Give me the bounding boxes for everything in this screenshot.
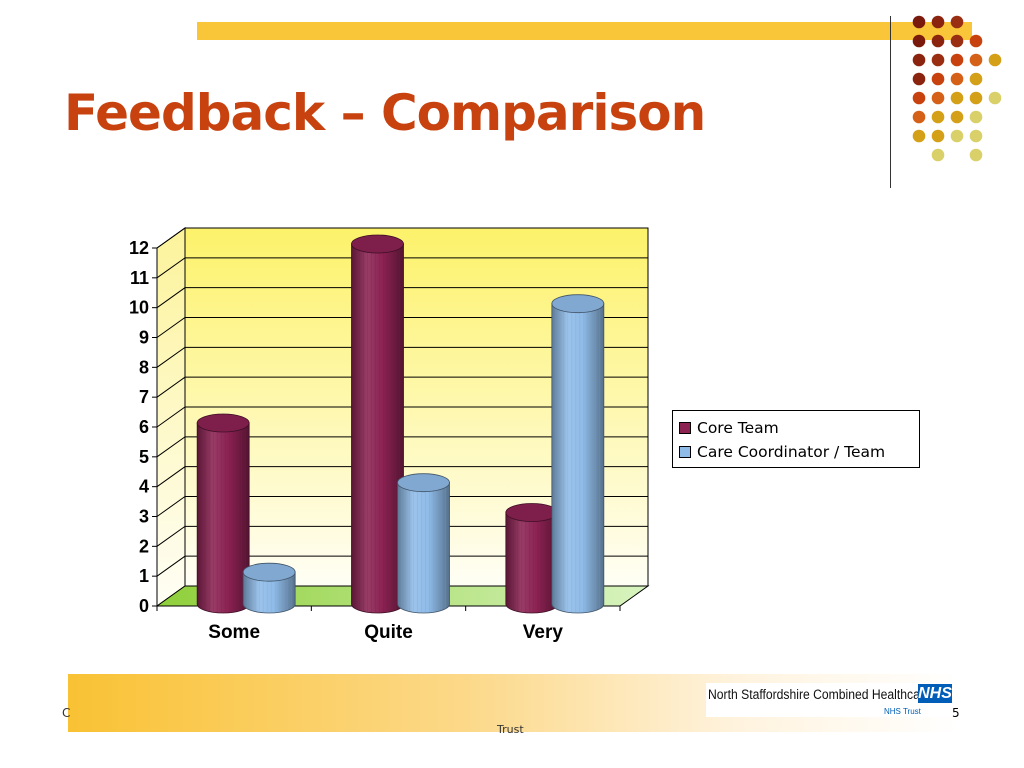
decorative-dot bbox=[969, 110, 983, 124]
decorative-dot bbox=[969, 91, 983, 105]
gridline bbox=[156, 555, 648, 577]
decorative-dot bbox=[988, 91, 1002, 105]
legend-item-core-team: Core Team bbox=[679, 416, 919, 440]
gridline bbox=[156, 466, 648, 488]
y-tick-label: 3 bbox=[139, 507, 149, 527]
logo-trust-label: NHS Trust bbox=[884, 707, 921, 716]
bar-care-coordinator-team-very bbox=[551, 294, 605, 614]
decorative-dot bbox=[931, 129, 945, 143]
y-tick-label: 10 bbox=[129, 298, 149, 318]
gridline bbox=[156, 257, 648, 279]
bar-care-coordinator-team-quite bbox=[397, 473, 450, 614]
decorative-dot-grid bbox=[912, 15, 1002, 162]
decorative-dot bbox=[912, 110, 926, 124]
decorative-dot bbox=[931, 148, 945, 162]
decorative-dot bbox=[931, 91, 945, 105]
y-tick-label: 4 bbox=[139, 477, 149, 497]
legend-swatch-core-team bbox=[679, 422, 691, 434]
decorative-dot bbox=[950, 110, 964, 124]
y-tick-label: 5 bbox=[139, 447, 149, 467]
y-tick-label: 7 bbox=[139, 387, 149, 407]
gridline bbox=[156, 525, 648, 547]
y-tick-label: 9 bbox=[139, 328, 149, 348]
y-tick-label: 11 bbox=[130, 268, 149, 288]
legend-item-care-coordinator: Care Coordinator / Team bbox=[679, 440, 919, 464]
legend-label-core-team: Core Team bbox=[697, 419, 779, 437]
decorative-dot bbox=[969, 34, 983, 48]
gridline bbox=[156, 317, 648, 338]
decorative-dot bbox=[912, 72, 926, 86]
decorative-dot bbox=[912, 34, 926, 48]
gridline bbox=[156, 376, 648, 398]
gridline bbox=[156, 496, 648, 517]
header-accent-bar bbox=[197, 22, 972, 40]
footer-center-text: Trust bbox=[497, 723, 524, 736]
decorative-dot bbox=[931, 15, 945, 29]
y-tick-label: 2 bbox=[139, 536, 149, 556]
bar-top bbox=[351, 234, 404, 254]
decorative-dot bbox=[969, 72, 983, 86]
x-category-label-quite: Quite bbox=[364, 622, 413, 643]
y-tick-label: 8 bbox=[139, 357, 149, 377]
decorative-dot bbox=[950, 129, 964, 143]
decorative-dot bbox=[931, 34, 945, 48]
logo-organisation-name: North Staffordshire Combined Healthcare bbox=[708, 687, 931, 702]
bar-top bbox=[551, 294, 605, 314]
x-category-label-some: Some bbox=[208, 622, 260, 643]
chart-legend: Core Team Care Coordinator / Team bbox=[672, 410, 920, 468]
decorative-dot bbox=[969, 148, 983, 162]
bar-care-coordinator-team-some bbox=[242, 562, 296, 614]
decorative-dot bbox=[912, 129, 926, 143]
y-tick-label: 6 bbox=[139, 417, 149, 437]
footer-left-text: C bbox=[62, 706, 71, 720]
decorative-dot bbox=[931, 53, 945, 67]
decorative-dot bbox=[950, 34, 964, 48]
gridline bbox=[156, 346, 648, 368]
decorative-dot bbox=[950, 72, 964, 86]
x-category-label-very: Very bbox=[523, 622, 564, 643]
bar-top bbox=[505, 503, 559, 522]
decorative-dot bbox=[969, 129, 983, 143]
slide-title: Feedback – Comparison bbox=[64, 84, 706, 142]
decorative-dot bbox=[950, 15, 964, 29]
bar-core-team-some bbox=[196, 413, 250, 614]
page-number: 5 bbox=[952, 706, 960, 720]
gridline bbox=[156, 287, 648, 309]
bar-core-team-quite bbox=[351, 234, 404, 614]
bar-core-team-very bbox=[505, 503, 559, 614]
decorative-dot bbox=[912, 53, 926, 67]
decorative-dot bbox=[931, 110, 945, 124]
decorative-dot bbox=[931, 72, 945, 86]
legend-swatch-care-coordinator bbox=[679, 446, 691, 458]
decorative-dot bbox=[950, 53, 964, 67]
bar-top bbox=[242, 562, 296, 582]
decorative-dot bbox=[950, 91, 964, 105]
nhs-trust-logo: North Staffordshire Combined Healthcare … bbox=[706, 683, 952, 717]
header-divider bbox=[890, 16, 891, 188]
nhs-mark: NHS bbox=[918, 684, 952, 703]
gridline bbox=[156, 406, 648, 428]
decorative-dot bbox=[912, 91, 926, 105]
y-tick-label: 12 bbox=[129, 238, 149, 258]
bar-top bbox=[196, 413, 250, 433]
bar-top bbox=[397, 473, 450, 493]
gridline bbox=[156, 227, 648, 249]
y-tick-label: 0 bbox=[139, 596, 149, 616]
decorative-dot bbox=[988, 53, 1002, 67]
y-tick-label: 1 bbox=[139, 566, 149, 586]
legend-label-care-coordinator: Care Coordinator / Team bbox=[697, 443, 886, 461]
decorative-dot bbox=[969, 53, 983, 67]
decorative-dot bbox=[912, 15, 926, 29]
gridline bbox=[156, 436, 648, 458]
